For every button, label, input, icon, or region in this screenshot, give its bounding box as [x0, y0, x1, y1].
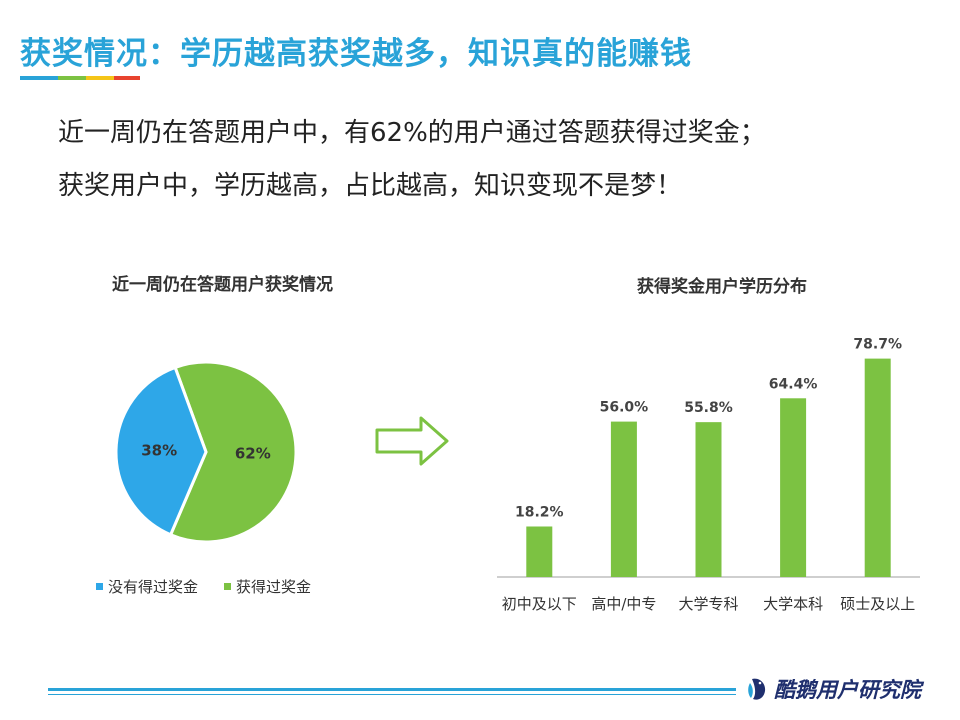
summary-line-1: 近一周仍在答题用户中，有62%的用户通过答题获得过奖金； [58, 118, 766, 148]
underline-segment-red [114, 76, 140, 80]
bar-data-label-2: 55.8% [684, 400, 733, 416]
footer-brand-name: 酷鹅用户研究院 [774, 678, 921, 702]
x-tick-label-0: 初中及以下 [502, 595, 577, 613]
bar-1 [610, 421, 637, 577]
bar-data-label-0: 18.2% [515, 504, 564, 520]
legend-label-bonus: 获得过奖金 [236, 578, 312, 596]
x-tick-label-2: 大学专科 [678, 595, 738, 613]
underline-segment-green [58, 76, 86, 80]
pie-slice-bonus [168, 360, 298, 544]
arrow-icon [375, 416, 449, 466]
bar-data-label-1: 56.0% [600, 400, 649, 416]
bar-3 [780, 398, 807, 577]
pie-chart: 62% 38% [114, 360, 298, 544]
x-tick-label-3: 大学本科 [763, 595, 823, 613]
legend-item-bonus: 获得过奖金 [224, 576, 311, 597]
summary-line-2: 获奖用户中，学历越高，占比越高，知识变现不是梦！ [58, 171, 683, 201]
bar-2 [695, 422, 722, 577]
bar-data-label-3: 64.4% [769, 376, 818, 392]
footer-line-thin [48, 694, 736, 695]
bar-4 [864, 358, 891, 577]
underline-segment-yellow [86, 76, 114, 80]
bar-data-label-4: 78.7% [853, 337, 902, 353]
bar-chart: 18.2% 初中及以下 56.0% 高中/中专 55.8% 大学专科 64.4% 大学本科 78… [497, 337, 920, 613]
pie-slice-no-bonus [114, 365, 208, 537]
title-underline [20, 76, 140, 80]
page-title: 获奖情况：学历越高获奖越多，知识真的能赚钱 [20, 36, 692, 72]
pie-chart-title: 近一周仍在答题用户获奖情况 [112, 275, 333, 295]
x-tick-label-4: 硕士及以上 [840, 595, 915, 613]
footer-line [48, 688, 736, 691]
pie-label-no-bonus: 38% [141, 442, 177, 460]
pie-label-bonus: 62% [235, 444, 271, 462]
legend-item-no-bonus: 没有得过奖金 [96, 576, 198, 597]
footer-brand: 酷鹅用户研究院 [746, 674, 921, 704]
legend-label-no-bonus: 没有得过奖金 [108, 578, 199, 596]
penguin-logo-icon [748, 678, 766, 700]
underline-segment-blue [20, 76, 58, 80]
legend-swatch-green [224, 583, 232, 590]
bar-0 [526, 526, 553, 577]
x-tick-label-1: 高中/中专 [591, 595, 656, 613]
legend-swatch-blue [96, 583, 103, 590]
pie-legend: 没有得过奖金 获得过奖金 [96, 576, 311, 597]
bar-chart-title: 获得奖金用户学历分布 [637, 277, 807, 297]
